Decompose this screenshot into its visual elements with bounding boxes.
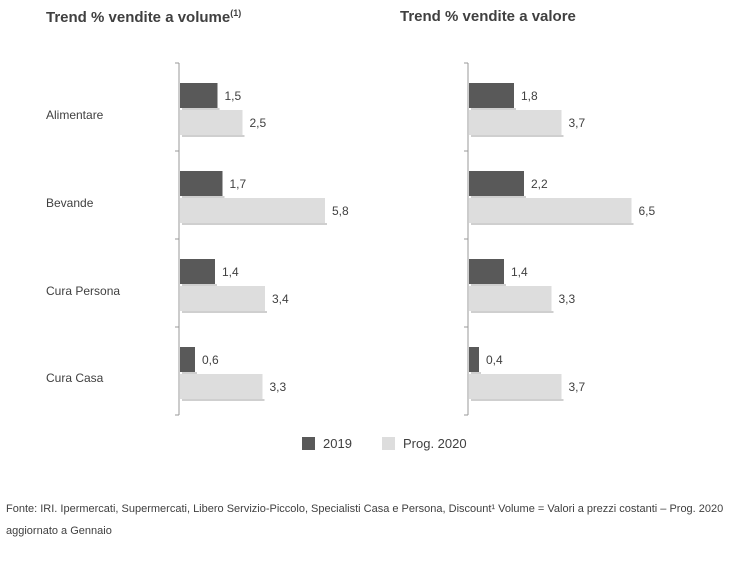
bar-2020-bevande: [180, 198, 325, 223]
bar-shadow: [182, 196, 225, 198]
bar-shadow: [182, 284, 217, 286]
legend-swatch-2020: [382, 437, 395, 450]
bar-shadow: [471, 135, 564, 137]
bar-shadow: [182, 135, 245, 137]
category-label: Bevande: [46, 196, 94, 210]
chart-title-value: Trend % vendite a valore: [400, 8, 576, 25]
bar-2020-cura-casa: [180, 374, 263, 399]
bar-2019-alimentare: [469, 83, 514, 108]
bar-shadow: [471, 311, 554, 313]
data-label: 6,5: [639, 204, 656, 218]
data-label: 3,7: [569, 380, 586, 394]
bar-shadow: [471, 372, 481, 374]
bar-chart-area: 1,5 1,7 1,4 0,6 2,5 5,8 3,4 3,3 1,8 2,2 1,4 0,4 3,7 6…: [175, 62, 656, 416]
data-label: 3,3: [270, 380, 287, 394]
chart-title-value-text: Trend % vendite a valore: [400, 8, 576, 25]
bar-shadow: [471, 284, 506, 286]
chart-title-volume-footnote: (1): [230, 8, 242, 18]
legend-label-2020: Prog. 2020: [403, 436, 467, 451]
bar-shadow: [182, 372, 197, 374]
data-label: 3,3: [559, 292, 576, 306]
data-label: 5,8: [332, 204, 349, 218]
bar-2019-bevande: [469, 171, 524, 196]
data-label: 1,4: [511, 265, 528, 279]
bar-shadow: [182, 108, 220, 110]
bar-shadow: [182, 223, 327, 225]
bar-2020-alimentare: [180, 110, 243, 135]
bar-shadow: [471, 223, 634, 225]
chart-title-volume: Trend % vendite a volume(1): [46, 8, 241, 26]
bar-2020-cura-persona: [180, 286, 265, 311]
data-label: 0,6: [202, 353, 219, 367]
source-note: Fonte: IRI. Ipermercati, Supermercati, L…: [6, 503, 724, 537]
data-label: 1,7: [230, 177, 247, 191]
bar-2020-cura-casa: [469, 374, 562, 399]
chart-title-volume-text: Trend % vendite a volume: [46, 9, 231, 26]
bar-2019-cura-casa: [180, 347, 195, 372]
bar-shadow: [182, 311, 267, 313]
data-label: 3,4: [272, 292, 289, 306]
data-label: 1,5: [225, 89, 242, 103]
category-label: Cura Persona: [46, 284, 121, 298]
category-label: Alimentare: [46, 108, 104, 122]
bar-2020-cura-persona: [469, 286, 552, 311]
bar-2019-cura-persona: [469, 259, 504, 284]
bar-2020-bevande: [469, 198, 632, 223]
bar-2019-cura-persona: [180, 259, 215, 284]
bar-2019-alimentare: [180, 83, 218, 108]
data-label: 1,4: [222, 265, 239, 279]
bar-shadow: [471, 108, 516, 110]
legend-item-2019: 2019: [302, 436, 352, 451]
data-label: 2,5: [250, 116, 267, 130]
data-label: 1,8: [521, 89, 538, 103]
chart-panel-volume: 1,5 1,7 1,4 0,6 2,5 5,8 3,4 3,3: [175, 62, 349, 416]
bar-shadow: [182, 399, 265, 401]
bar-shadow: [471, 399, 564, 401]
legend-item-2020: Prog. 2020: [382, 436, 467, 451]
bar-shadow: [471, 196, 526, 198]
bar-2020-alimentare: [469, 110, 562, 135]
bar-2019-cura-casa: [469, 347, 479, 372]
bar-2019-bevande: [180, 171, 223, 196]
chart-panel-value: 1,8 2,2 1,4 0,4 3,7 6,5 3,3 3,7: [464, 62, 656, 416]
data-label: 3,7: [569, 116, 586, 130]
data-label: 2,2: [531, 177, 548, 191]
legend-label-2019: 2019: [323, 436, 352, 451]
category-label: Cura Casa: [46, 371, 104, 385]
legend-swatch-2019: [302, 437, 315, 450]
data-label: 0,4: [486, 353, 503, 367]
